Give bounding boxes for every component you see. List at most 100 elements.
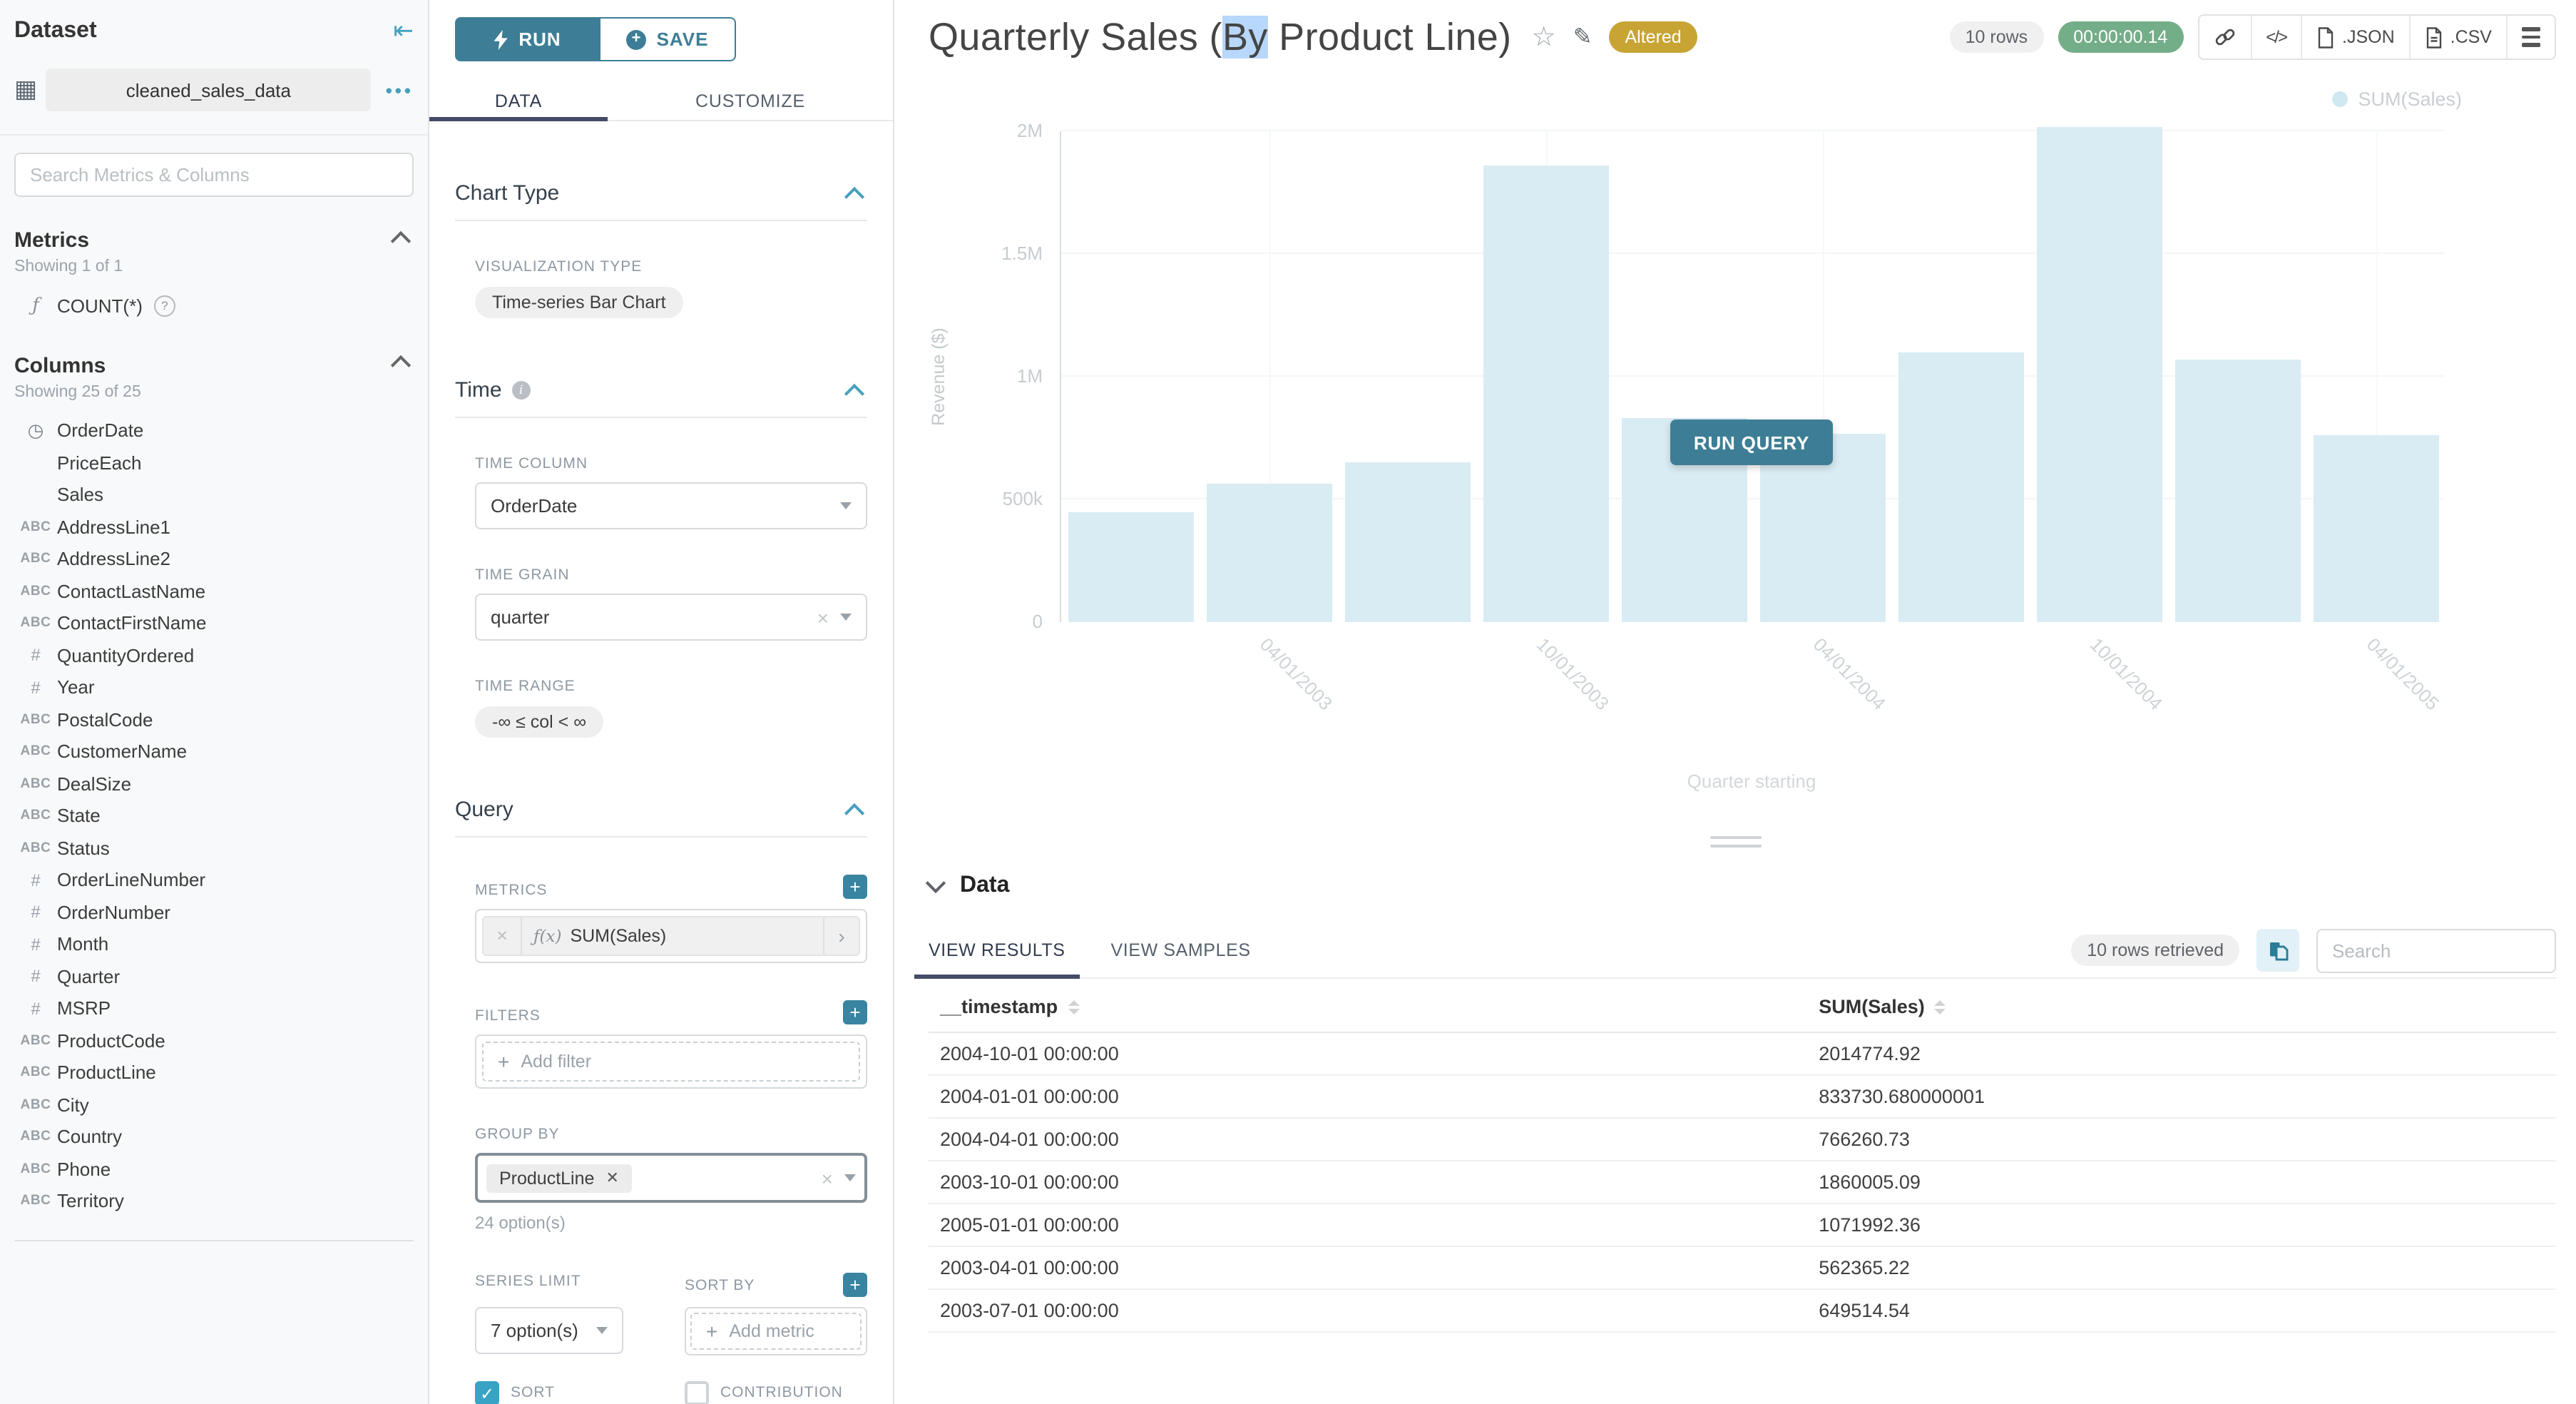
metrics-columns-search-input[interactable] bbox=[14, 153, 414, 197]
copy-link-button[interactable] bbox=[2199, 16, 2252, 58]
altered-badge[interactable]: Altered bbox=[1609, 21, 1697, 53]
column-item[interactable]: ABC DealSize bbox=[14, 768, 414, 800]
add-sort-metric-dropzone[interactable]: + Add metric bbox=[690, 1313, 862, 1350]
dataset-name[interactable]: cleaned_sales_data bbox=[46, 68, 372, 111]
save-button[interactable]: + SAVE bbox=[599, 17, 736, 61]
run-query-button[interactable]: RUN QUERY bbox=[1670, 419, 1833, 465]
sort-icon[interactable] bbox=[1934, 999, 1946, 1014]
metric-pill[interactable]: × ƒ(x) SUM(Sales) › bbox=[482, 916, 860, 956]
remove-metric-icon[interactable]: × bbox=[484, 917, 522, 955]
bar[interactable] bbox=[1206, 484, 1332, 622]
visualization-type-pill[interactable]: Time-series Bar Chart bbox=[475, 287, 683, 318]
column-item[interactable]: # Quarter bbox=[14, 960, 414, 992]
series-limit-select[interactable]: 7 option(s) bbox=[475, 1307, 623, 1354]
table-column-header[interactable]: SUM(Sales) bbox=[1807, 979, 2556, 1033]
resize-handle[interactable] bbox=[1709, 836, 1761, 848]
metric-item[interactable]: ƒ COUNT(*)? bbox=[14, 290, 414, 322]
column-item[interactable]: ABC Phone bbox=[14, 1153, 414, 1185]
table-row[interactable]: 2004-10-01 00:00:00 2014774.92 bbox=[929, 1032, 2556, 1076]
favorite-star-icon[interactable]: ☆ bbox=[1531, 22, 1556, 52]
sort-icon[interactable] bbox=[1068, 999, 1080, 1014]
edit-title-icon[interactable]: ✎ bbox=[1573, 26, 1593, 50]
chart-title[interactable]: Quarterly Sales (By Product Line) bbox=[929, 15, 1512, 59]
export-json-button[interactable]: .JSON bbox=[2302, 16, 2411, 58]
column-item[interactable]: # QuantityOrdered bbox=[14, 639, 414, 671]
results-search-input[interactable] bbox=[2316, 928, 2556, 972]
bar[interactable] bbox=[2313, 435, 2438, 622]
column-item[interactable]: ABC ProductCode bbox=[14, 1024, 414, 1057]
column-item[interactable]: ABC Status bbox=[14, 832, 414, 864]
add-filter-button[interactable]: + bbox=[843, 1000, 867, 1024]
column-item[interactable]: ABC PostalCode bbox=[14, 703, 414, 736]
query-collapse-icon[interactable] bbox=[844, 802, 865, 823]
column-item[interactable]: # MSRP bbox=[14, 992, 414, 1024]
y-tick-label: 500k bbox=[1002, 488, 1043, 509]
table-row[interactable]: 2004-04-01 00:00:00 766260.73 bbox=[929, 1118, 2556, 1161]
run-button[interactable]: RUN bbox=[455, 17, 599, 61]
group-by-select[interactable]: ProductLine ✕ × bbox=[475, 1153, 867, 1203]
column-item[interactable]: # OrderNumber bbox=[14, 896, 414, 928]
clear-icon[interactable]: × bbox=[821, 1166, 833, 1189]
column-item[interactable]: ABC Country bbox=[14, 1121, 414, 1153]
contribution-checkbox[interactable] bbox=[685, 1381, 709, 1404]
column-item[interactable]: ABC AddressLine1 bbox=[14, 511, 414, 543]
bar[interactable] bbox=[1344, 462, 1470, 622]
column-item[interactable]: ABC ContactFirstName bbox=[14, 607, 414, 639]
tab-data[interactable]: DATA bbox=[429, 81, 608, 121]
embed-code-button[interactable]: </> bbox=[2252, 16, 2302, 58]
column-item[interactable]: ABC ProductLine bbox=[14, 1057, 414, 1089]
column-item[interactable]: ABC CustomerName bbox=[14, 736, 414, 768]
tab-customize[interactable]: CUSTOMIZE bbox=[695, 91, 805, 111]
chevron-right-icon[interactable]: › bbox=[823, 917, 859, 955]
column-item[interactable]: ABC AddressLine2 bbox=[14, 543, 414, 575]
data-collapse-icon[interactable] bbox=[925, 873, 946, 894]
column-item[interactable]: ABC State bbox=[14, 800, 414, 832]
time-grain-select[interactable]: quarter × bbox=[475, 594, 867, 641]
table-column-header[interactable]: __timestamp bbox=[929, 979, 1808, 1033]
tab-view-samples[interactable]: VIEW SAMPLES bbox=[1110, 940, 1251, 960]
bar[interactable] bbox=[2174, 360, 2300, 622]
chart-menu-button[interactable] bbox=[2508, 16, 2555, 58]
column-item[interactable]: # Year bbox=[14, 671, 414, 703]
add-metric-button[interactable]: + bbox=[843, 875, 867, 899]
remove-tag-icon[interactable]: ✕ bbox=[605, 1170, 619, 1187]
column-item[interactable]: ABC ContactLastName bbox=[14, 575, 414, 607]
add-filter-dropzone[interactable]: + Add filter bbox=[482, 1042, 860, 1082]
copy-data-button[interactable] bbox=[2256, 929, 2299, 972]
table-row[interactable]: 2003-10-01 00:00:00 1860005.09 bbox=[929, 1161, 2556, 1204]
column-item[interactable]: ABC City bbox=[14, 1089, 414, 1121]
column-item[interactable]: # OrderLineNumber bbox=[14, 864, 414, 896]
column-item[interactable]: Sales bbox=[14, 479, 414, 511]
table-row[interactable]: 2004-01-01 00:00:00 833730.680000001 bbox=[929, 1075, 2556, 1119]
column-item[interactable]: PriceEach bbox=[14, 447, 414, 479]
time-collapse-icon[interactable] bbox=[844, 382, 865, 404]
legend[interactable]: SUM(Sales) bbox=[2332, 88, 2462, 110]
column-item[interactable]: ◷ OrderDate bbox=[14, 414, 414, 447]
columns-collapse-icon[interactable] bbox=[390, 355, 412, 376]
table-row[interactable]: 2005-01-01 00:00:00 1071992.36 bbox=[929, 1204, 2556, 1247]
bar[interactable] bbox=[2036, 127, 2162, 622]
table-row[interactable]: 2003-07-01 00:00:00 649514.54 bbox=[929, 1289, 2556, 1333]
tab-view-results[interactable]: VIEW RESULTS bbox=[914, 922, 1079, 979]
time-column-select[interactable]: OrderDate bbox=[475, 482, 867, 529]
dataset-more-icon[interactable]: ••• bbox=[385, 79, 414, 101]
add-sort-metric-button[interactable]: + bbox=[843, 1273, 867, 1297]
column-item-label: OrderDate bbox=[57, 419, 144, 442]
chart-type-collapse-icon[interactable] bbox=[844, 185, 865, 207]
collapse-panel-icon[interactable]: ⇤ bbox=[393, 17, 414, 44]
column-item[interactable]: # Month bbox=[14, 928, 414, 960]
bar[interactable] bbox=[1483, 166, 1608, 622]
bar[interactable] bbox=[1068, 512, 1193, 622]
time-range-pill[interactable]: -∞ ≤ col < ∞ bbox=[475, 706, 604, 738]
group-by-tag[interactable]: ProductLine ✕ bbox=[486, 1164, 632, 1192]
export-csv-button[interactable]: .CSV bbox=[2411, 16, 2508, 58]
column-item-label: ContactLastName bbox=[57, 580, 206, 602]
clear-icon[interactable]: × bbox=[817, 606, 829, 629]
sort-descending-checkbox[interactable]: ✓ bbox=[475, 1381, 499, 1404]
visualization-type-label: VISUALIZATION TYPE bbox=[475, 258, 643, 275]
table-row[interactable]: 2003-04-01 00:00:00 562365.22 bbox=[929, 1246, 2556, 1290]
column-item[interactable]: ABC Territory bbox=[14, 1185, 414, 1217]
bar[interactable] bbox=[1759, 434, 1885, 622]
bar[interactable] bbox=[1898, 352, 2023, 622]
metrics-collapse-icon[interactable] bbox=[390, 230, 412, 251]
